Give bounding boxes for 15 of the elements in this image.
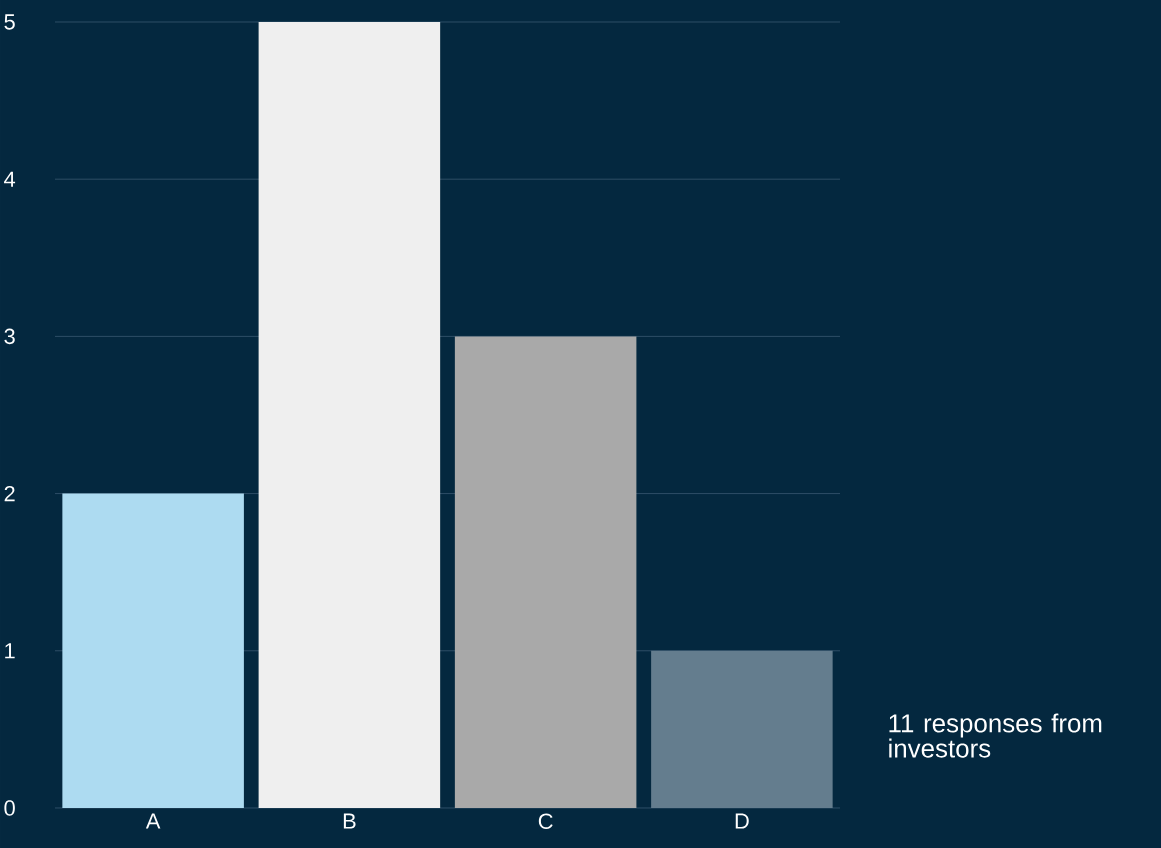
y-tick-label: 1 (5, 643, 15, 659)
bar (258, 21, 441, 808)
y-tick-label: 5 (4, 14, 15, 30)
y-tick-label: 3 (4, 328, 15, 345)
bar (651, 650, 833, 808)
bar (62, 493, 244, 808)
y-tick-label: 0 (4, 800, 15, 816)
x-tick-label: B (343, 813, 356, 829)
y-tick-label: 4 (4, 171, 16, 187)
x-tick-label: D (735, 813, 749, 829)
y-tick-label: 2 (4, 485, 15, 502)
x-tick-label: C (538, 813, 553, 830)
bar (454, 336, 637, 808)
text: 11 responses from investors (889, 713, 1102, 758)
x-tick-label: A (145, 813, 161, 829)
